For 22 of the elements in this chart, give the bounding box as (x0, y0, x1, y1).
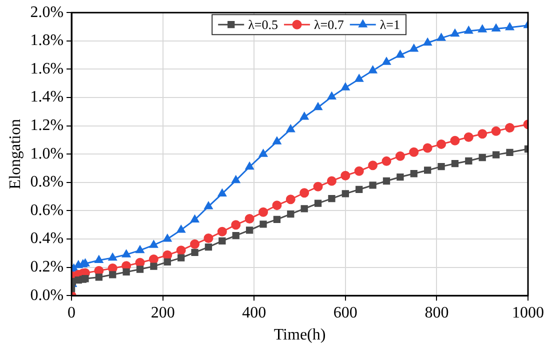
x-tick-label: 1000 (512, 304, 544, 322)
y-tick-label: 0.8% (30, 174, 64, 191)
x-tick-label: 600 (333, 304, 358, 322)
y-tick-label: 2.0% (30, 4, 64, 21)
y-tick-label: 1.0% (30, 145, 64, 162)
legend-label: λ=0.7 (314, 17, 344, 32)
legend-label: λ=0.5 (248, 17, 278, 32)
y-tick-label: 1.4% (30, 88, 64, 106)
x-tick-label: 800 (424, 304, 449, 322)
x-tick-label: 400 (242, 304, 266, 322)
y-tick-label: 0.4% (30, 230, 64, 248)
y-tick-label: 0.6% (30, 202, 64, 219)
y-tick-label: 0.0% (30, 286, 64, 304)
x-tick-label: 200 (150, 304, 175, 322)
y-axis-title: Elongation (6, 118, 24, 190)
x-axis-title: Time(h) (274, 326, 326, 344)
legend-label: λ=1 (380, 17, 400, 32)
x-tick-label: 0 (68, 304, 76, 322)
y-tick-label: 1.6% (30, 60, 64, 78)
y-tick-label: 0.2% (30, 258, 64, 276)
y-tick-label: 1.2% (30, 117, 64, 134)
y-tick-label: 1.8% (30, 32, 64, 50)
